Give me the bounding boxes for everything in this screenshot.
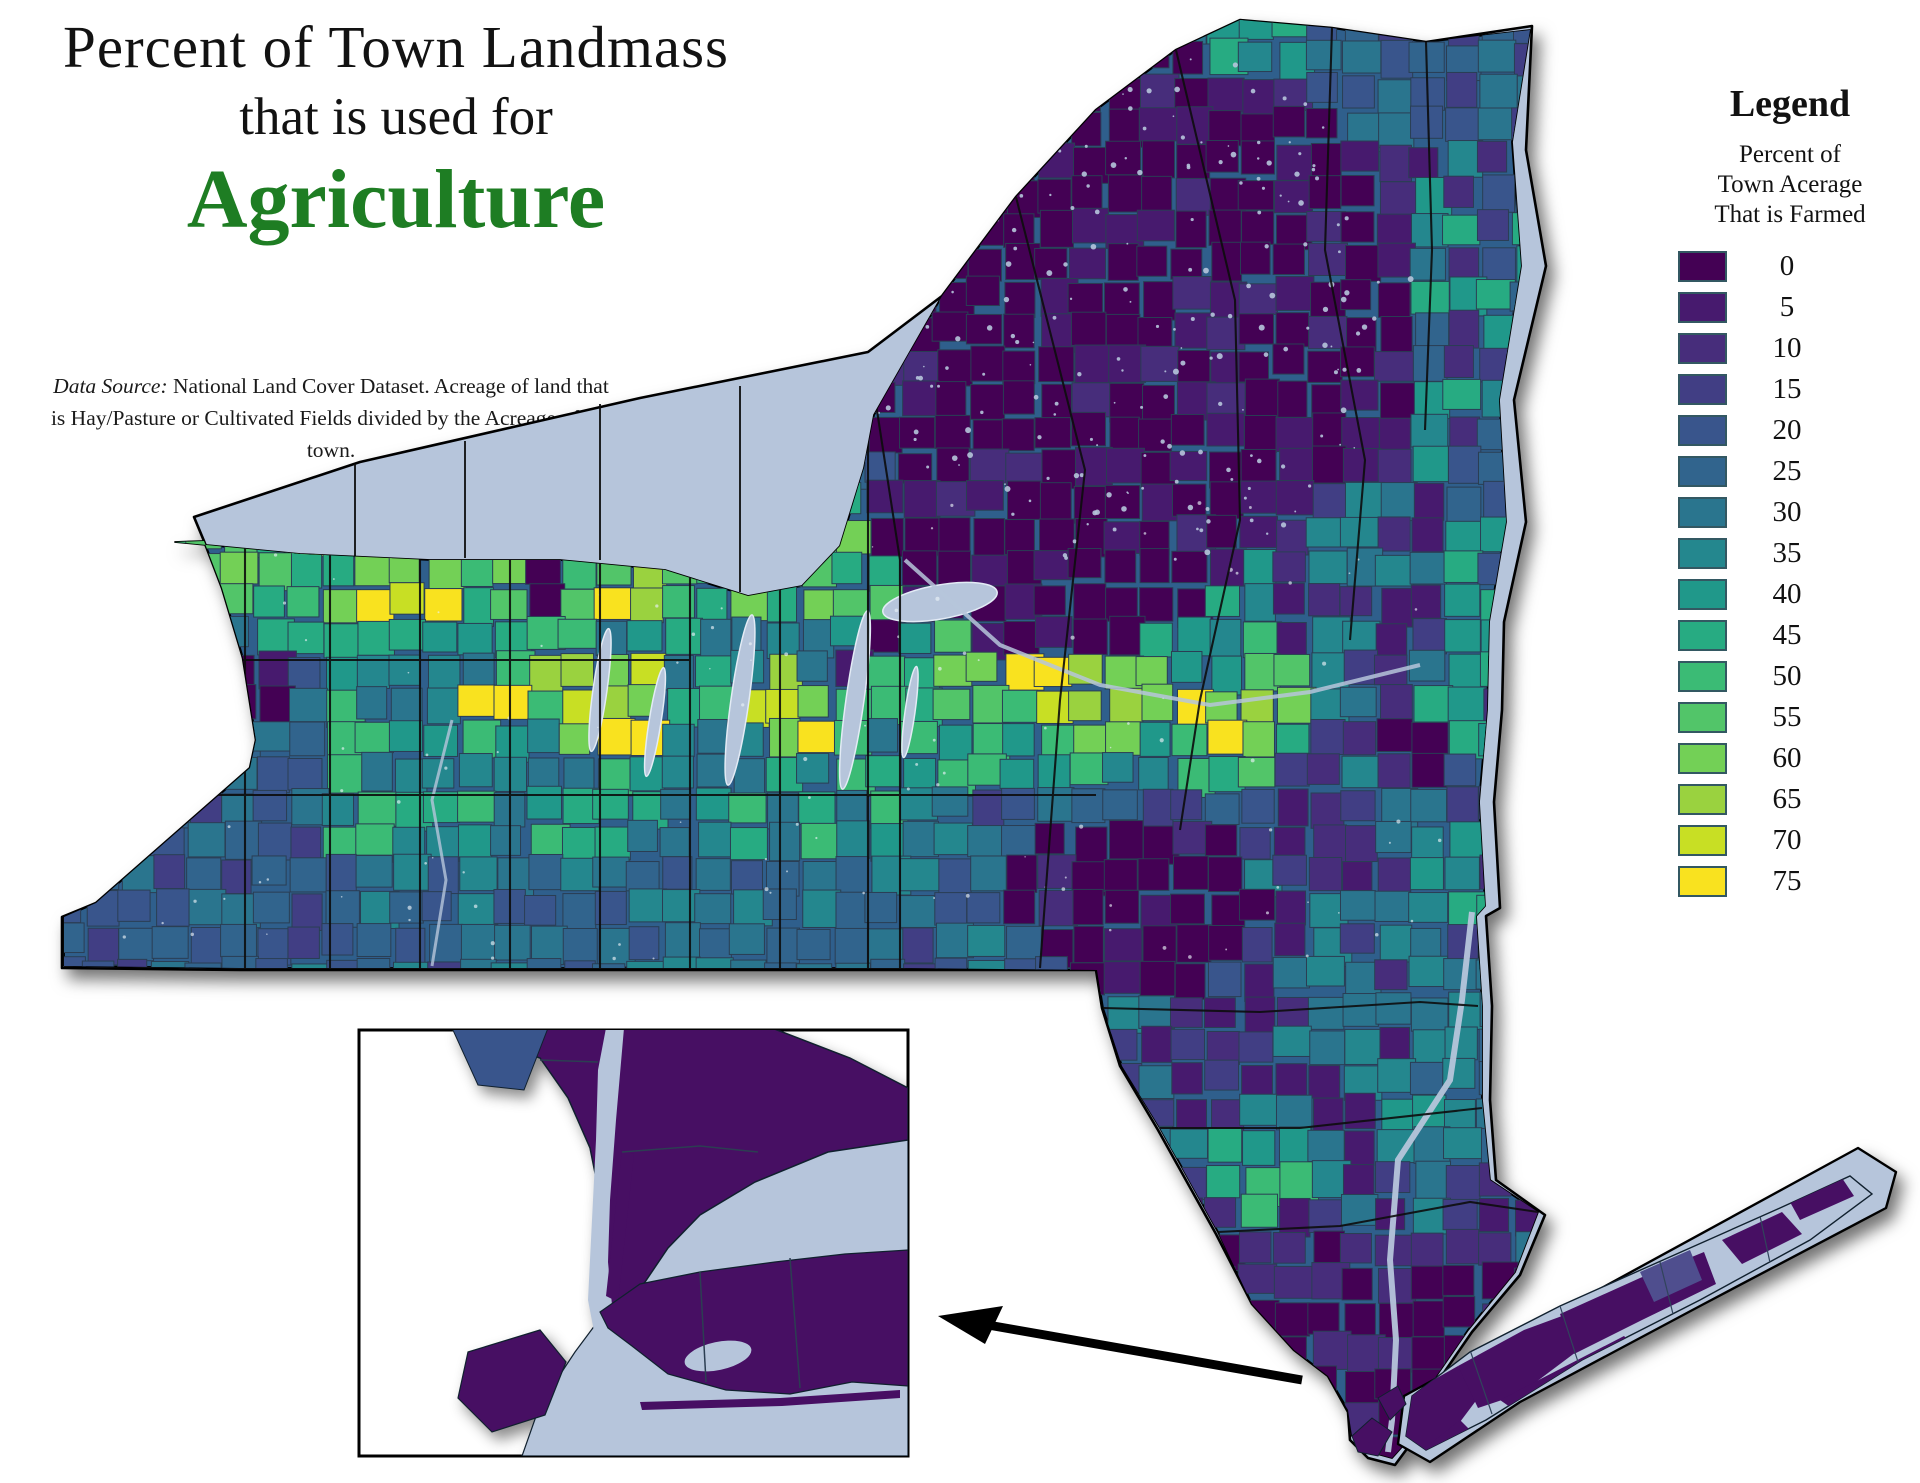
legend-row: 45 <box>1652 615 1920 656</box>
legend-value-label: 25 <box>1772 455 1802 487</box>
legend-value-label: 0 <box>1779 250 1795 282</box>
legend-row: 35 <box>1652 533 1920 574</box>
legend-swatch <box>1678 743 1727 774</box>
legend-value-label: 30 <box>1772 496 1802 528</box>
legend-row: 70 <box>1652 820 1920 861</box>
legend-subtitle-line: That is Farmed <box>1714 201 1866 228</box>
legend-swatch <box>1678 661 1727 692</box>
legend-subtitle: Percent of Town Acerage That is Farmed <box>1652 140 1920 230</box>
legend-value-label: 15 <box>1772 373 1802 405</box>
legend-row: 0 <box>1652 246 1920 287</box>
title-line-2: that is used for <box>239 88 553 147</box>
legend-value-label: 5 <box>1779 291 1795 323</box>
legend-value-label: 35 <box>1772 537 1802 569</box>
data-source-text: National Land Cover Dataset. Acreage of … <box>50 373 612 463</box>
legend-value-label: 70 <box>1772 824 1802 856</box>
legend-row: 10 <box>1652 328 1920 369</box>
legend-swatch <box>1678 415 1727 446</box>
legend-value-label: 65 <box>1772 783 1802 815</box>
legend-swatch <box>1678 784 1727 815</box>
legend-row: 55 <box>1652 697 1920 738</box>
legend-swatch <box>1678 374 1727 405</box>
legend-swatch <box>1678 579 1727 610</box>
legend-value-label: 50 <box>1772 660 1802 692</box>
legend-swatch <box>1678 456 1727 487</box>
legend-subtitle-line: Town Acerage <box>1717 171 1863 198</box>
legend-swatch <box>1678 866 1727 897</box>
legend-value-label: 10 <box>1772 332 1802 364</box>
legend-row: 25 <box>1652 451 1920 492</box>
legend-row: 50 <box>1652 656 1920 697</box>
legend-row: 5 <box>1652 287 1920 328</box>
legend-value-label: 60 <box>1772 742 1802 774</box>
legend-swatch <box>1678 825 1727 856</box>
legend-row: 65 <box>1652 779 1920 820</box>
data-source-label: Data Source: <box>53 373 168 398</box>
map-title: Percent of Town Landmass that is used fo… <box>36 14 756 248</box>
legend-swatch <box>1678 497 1727 528</box>
legend: Legend Percent of Town Acerage That is Far… <box>1652 82 1920 902</box>
legend-entries: 0 5 10 15 20 25 30 35 40 45 50 55 60 65 70 75 <box>1652 246 1920 902</box>
legend-swatch <box>1678 620 1727 651</box>
legend-swatch <box>1678 251 1727 282</box>
legend-row: 15 <box>1652 369 1920 410</box>
legend-row: 30 <box>1652 492 1920 533</box>
legend-swatch <box>1678 538 1727 569</box>
nyc-inset-land <box>452 1030 908 1456</box>
main-map <box>60 18 1898 1467</box>
legend-subtitle-line: Percent of <box>1738 141 1842 168</box>
legend-row: 60 <box>1652 738 1920 779</box>
legend-row: 20 <box>1652 410 1920 451</box>
legend-swatch <box>1678 702 1727 733</box>
legend-row: 75 <box>1652 861 1920 902</box>
legend-swatch <box>1678 333 1727 364</box>
nyc-inset <box>357 1028 910 1458</box>
title-line-1: Percent of Town Landmass <box>63 14 729 80</box>
legend-value-label: 75 <box>1772 865 1802 897</box>
legend-title: Legend <box>1729 83 1851 125</box>
legend-row: 40 <box>1652 574 1920 615</box>
inset-pointer-arrow <box>938 1306 1303 1385</box>
legend-value-label: 20 <box>1772 414 1802 446</box>
data-source-note: Data Source: National Land Cover Dataset… <box>46 370 616 467</box>
title-line-3: Agriculture <box>186 153 606 247</box>
legend-value-label: 45 <box>1772 619 1802 651</box>
legend-value-label: 40 <box>1772 578 1802 610</box>
legend-value-label: 55 <box>1772 701 1802 733</box>
legend-swatch <box>1678 292 1727 323</box>
